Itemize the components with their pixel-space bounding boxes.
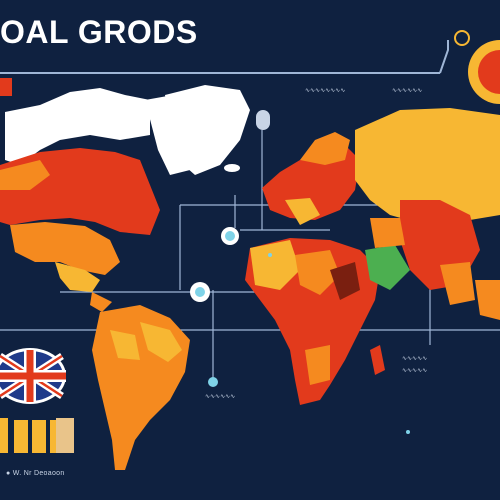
annotation-top-right: ∿∿∿∿∿∿ — [392, 88, 422, 94]
footer-caption: ● W. Nr Deoaoon — [6, 470, 65, 477]
europe — [262, 132, 360, 225]
south-america — [92, 305, 190, 470]
asia — [355, 108, 500, 320]
orange-circle-badge-icon — [454, 30, 500, 104]
uk-flag-icon — [0, 348, 66, 404]
annotation-right-mid-1: ∿∿∿∿∿ — [402, 356, 427, 362]
annotation-right-mid-2: ∿∿∿∿∿ — [402, 368, 427, 374]
africa — [245, 238, 385, 405]
annotation-bottom-center: ∿∿∿∿∿∿ — [205, 394, 235, 400]
bar-icon — [0, 418, 74, 453]
north-america — [0, 88, 230, 312]
header-line-corner — [439, 40, 449, 74]
greenland — [165, 85, 250, 175]
annotation-top-center: ∿∿∿∿∿∿∿∿ — [305, 88, 345, 94]
map-pin-icon[interactable] — [221, 227, 239, 245]
map-pin-icon[interactable] — [208, 377, 218, 387]
corner-accent — [0, 78, 12, 96]
map-pin-icon[interactable] — [190, 282, 210, 302]
map-pin-icon[interactable] — [256, 110, 270, 130]
map-title: OAL GRODS — [0, 14, 198, 50]
connector-lines — [0, 130, 500, 382]
